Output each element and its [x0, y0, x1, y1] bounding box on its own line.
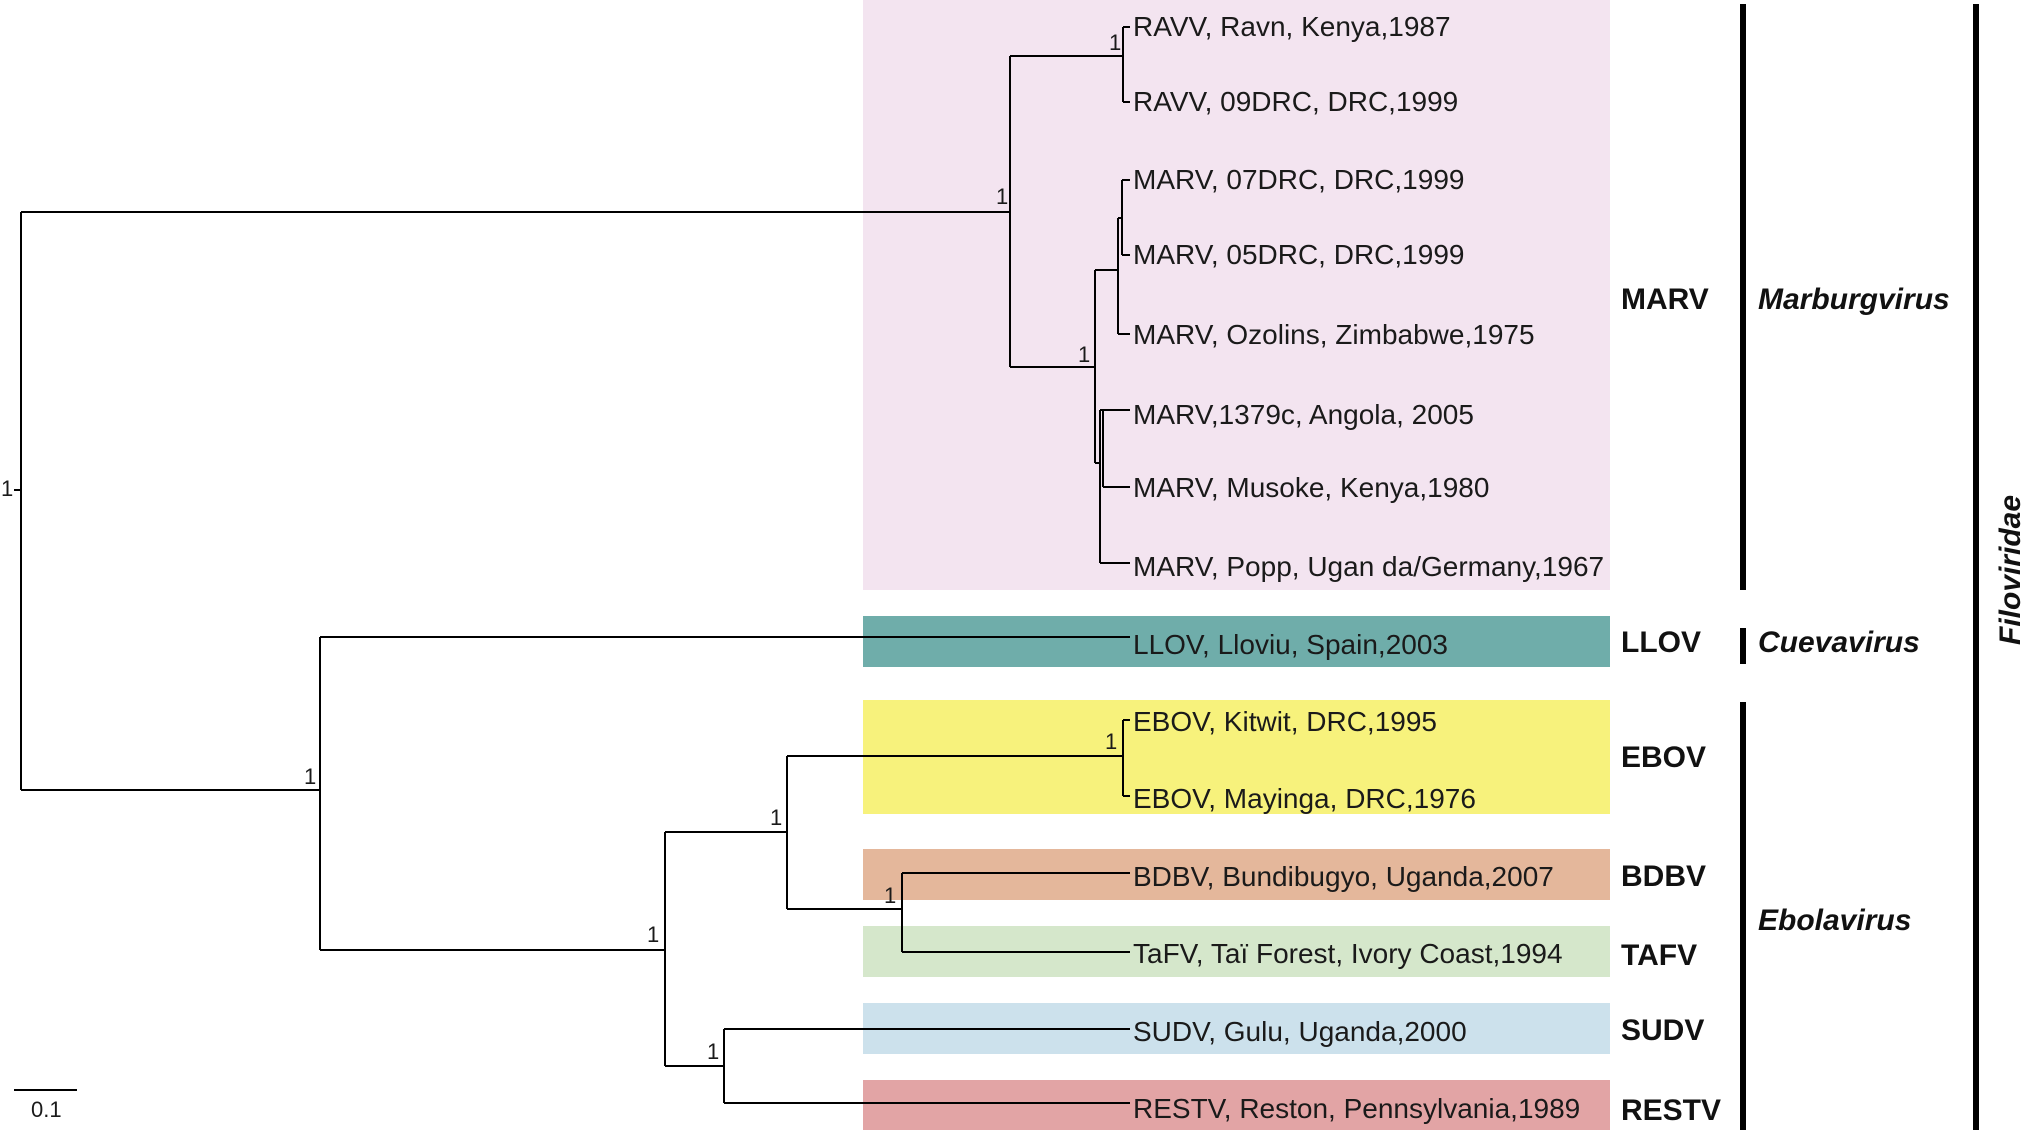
species-label-sudv: SUDV — [1621, 1014, 1704, 1047]
support-ebolavirus: 1 — [647, 922, 659, 947]
leaf-label-marv-05drc: MARV, 05DRC, DRC,1999 — [1133, 239, 1464, 270]
leaf-label-bdbv-bundibugyo: BDBV, Bundibugyo, Uganda,2007 — [1133, 861, 1554, 892]
leaf-label-llov-lloviu: LLOV, Lloviu, Spain,2003 — [1133, 629, 1448, 660]
support-marv-strains: 1 — [1078, 342, 1090, 367]
genus-label-cuevavirus: Cuevavirus — [1758, 626, 1920, 659]
bdbv-clade-background — [863, 849, 1610, 900]
restv-clade-background — [863, 1080, 1610, 1130]
scale-bar-label: 0.1 — [31, 1097, 62, 1122]
species-label-bdbv: BDBV — [1621, 860, 1706, 893]
leaf-label-marv-ozolins: MARV, Ozolins, Zimbabwe,1975 — [1133, 319, 1535, 350]
llov-clade-background — [863, 616, 1610, 667]
species-label-tafv: TAFV — [1621, 939, 1697, 972]
marv-clade-background — [863, 0, 1610, 590]
leaf-label-ravv-ravn: RAVV, Ravn, Kenya,1987 — [1133, 11, 1451, 42]
support-ravv-clade: 1 — [1109, 30, 1121, 55]
support-marv-clade: 1 — [996, 184, 1008, 209]
species-label-llov: LLOV — [1621, 626, 1701, 659]
support-llov-ebola: 1 — [304, 764, 316, 789]
leaf-label-marv-1379c: MARV,1379c, Angola, 2005 — [1133, 399, 1474, 430]
family-label-filoviridae: Filoviridae — [1994, 495, 2024, 645]
support-ebov-bdbv-tafv: 1 — [770, 805, 782, 830]
leaf-label-restv-reston: RESTV, Reston, Pennsylvania,1989 — [1133, 1093, 1580, 1124]
support-bdbv-tafv: 1 — [884, 883, 896, 908]
leaf-label-ebov-kitwit: EBOV, Kitwit, DRC,1995 — [1133, 706, 1437, 737]
scale-bar: 0.1 — [14, 1089, 77, 1122]
family-group: Filoviridae — [1973, 4, 2024, 1130]
species-label-ebov: EBOV — [1621, 741, 1706, 774]
leaf-label-marv-popp: MARV, Popp, Ugan da/Germany,1967 — [1133, 551, 1604, 582]
species-label-marv: MARV — [1621, 283, 1709, 316]
support-values: 1 1 1 1 1 1 1 1 1 1 — [1, 30, 1121, 1064]
leaf-label-ebov-mayinga: EBOV, Mayinga, DRC,1976 — [1133, 783, 1476, 814]
leaf-label-ravv-09drc: RAVV, 09DRC, DRC,1999 — [1133, 86, 1458, 117]
genus-label-ebolavirus: Ebolavirus — [1758, 904, 1911, 937]
tree-branches — [14, 26, 1130, 1104]
leaf-label-tafv-tai: TaFV, Taï Forest, Ivory Coast,1994 — [1133, 938, 1563, 969]
species-labels: MARV LLOV EBOV BDBV TAFV SUDV RESTV — [1621, 283, 1721, 1127]
species-label-restv: RESTV — [1621, 1094, 1721, 1127]
leaf-label-marv-07drc: MARV, 07DRC, DRC,1999 — [1133, 164, 1464, 195]
leaf-label-marv-musoke: MARV, Musoke, Kenya,1980 — [1133, 472, 1489, 503]
leaf-label-sudv-gulu: SUDV, Gulu, Uganda,2000 — [1133, 1016, 1467, 1047]
support-ebov-clade: 1 — [1105, 729, 1117, 754]
support-sudv-restv: 1 — [707, 1039, 719, 1064]
support-root: 1 — [1, 476, 13, 501]
genus-label-marburgvirus: Marburgvirus — [1758, 283, 1950, 316]
leaf-labels: RAVV, Ravn, Kenya,1987 RAVV, 09DRC, DRC,… — [1133, 11, 1604, 1124]
genus-groups: Marburgvirus Cuevavirus Ebolavirus — [1740, 4, 1950, 1130]
